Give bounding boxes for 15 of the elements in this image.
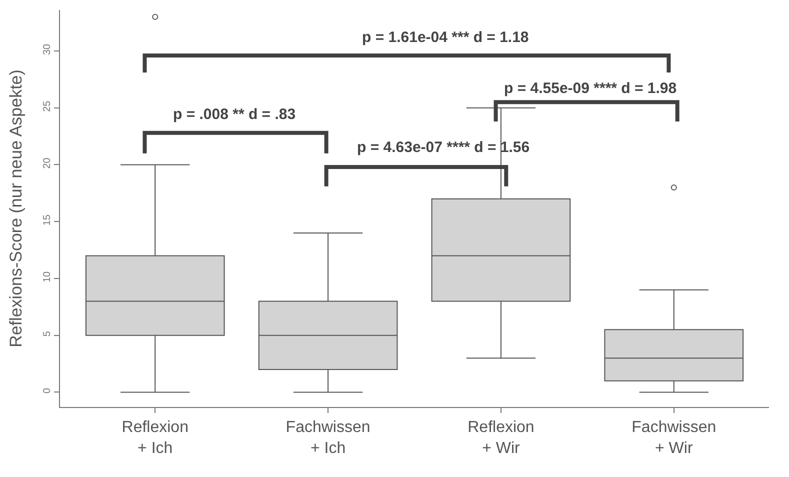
x-tick-label: Fachwissen + Ich — [286, 419, 370, 457]
annotation: p = 4.55e-09 **** d = 1.98 — [504, 80, 677, 97]
y-tick-label: 30 — [42, 43, 53, 56]
y-tick-label: 0 — [42, 387, 53, 394]
y-axis-title: Reflexions-Score (nur neue Aspekte) — [6, 70, 26, 348]
y-tick-label: 10 — [42, 270, 53, 283]
y-tick-label: 5 — [42, 330, 53, 337]
annotation: p = .008 ** d = .83 — [173, 106, 296, 123]
y-tick-label: 20 — [42, 157, 53, 169]
x-tick-label: Reflexion + Ich — [122, 419, 188, 457]
y-tick-label: 15 — [42, 214, 53, 226]
y-tick-label: 25 — [42, 100, 53, 112]
x-tick-label: Fachwissen + Wir — [632, 419, 716, 457]
x-tick-label: Reflexion + Wir — [468, 419, 534, 457]
annotation: p = 1.61e-04 *** d = 1.18 — [362, 29, 529, 46]
